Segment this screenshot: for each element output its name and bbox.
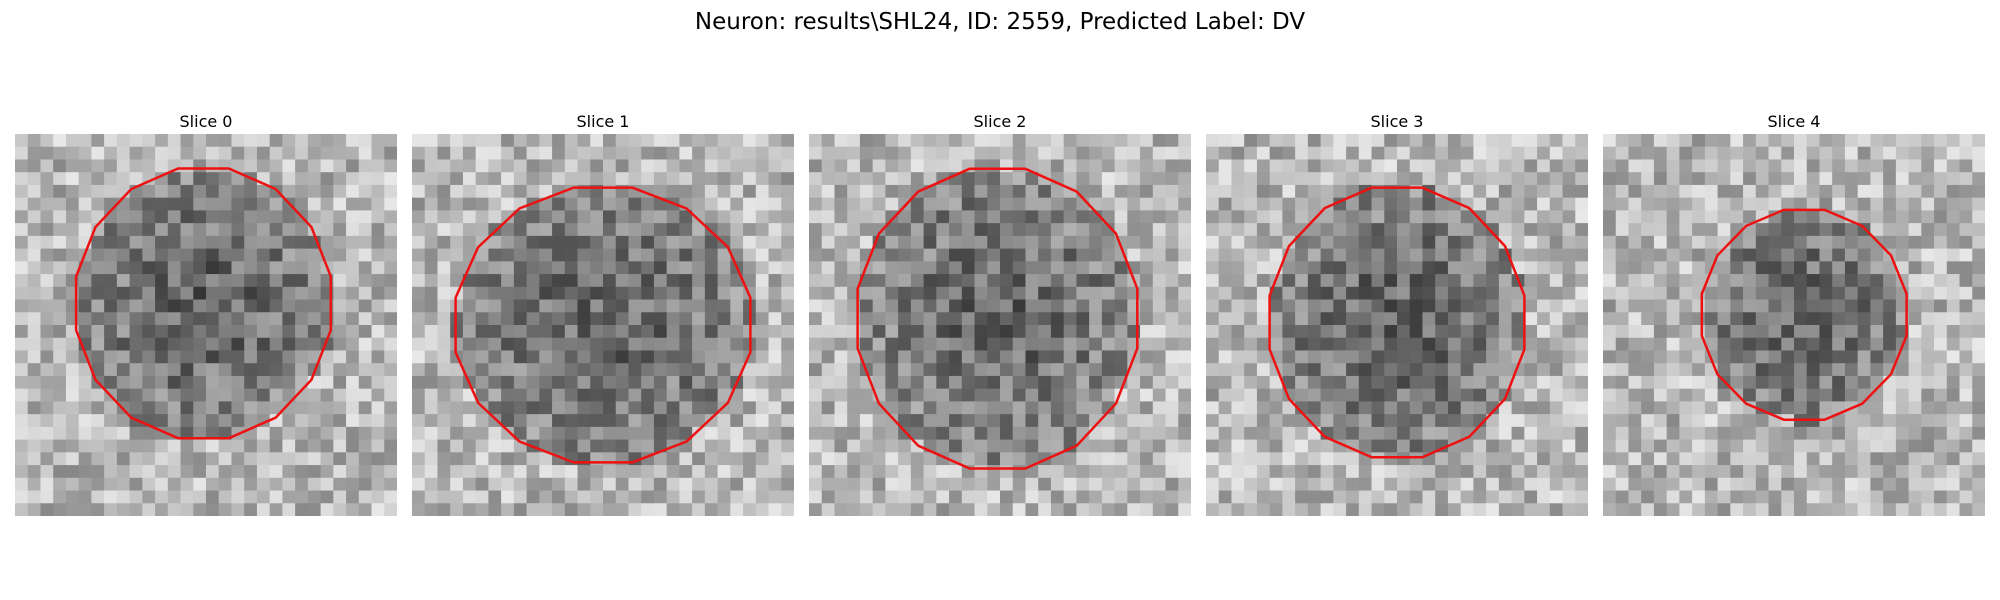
segmentation-contour xyxy=(74,167,333,440)
slice-image-4 xyxy=(1603,134,1985,516)
figure-title: Neuron: results\SHL24, ID: 2559, Predict… xyxy=(694,9,1306,35)
slice-title-4: Slice 4 xyxy=(1767,112,1821,131)
slice-title-0: Slice 0 xyxy=(179,112,233,131)
slice-image-3 xyxy=(1206,134,1588,516)
slice-panel-0: Slice 0 xyxy=(15,110,397,516)
segmentation-contour xyxy=(1700,208,1908,421)
pixel-grid xyxy=(412,134,794,516)
segmentation-contour xyxy=(856,167,1139,470)
slice-title-3: Slice 3 xyxy=(1370,112,1424,131)
pixel-grid xyxy=(1206,134,1588,516)
slice-panel-1: Slice 1 xyxy=(412,110,794,516)
pixel-grid xyxy=(15,134,397,516)
pixel-grid xyxy=(809,134,1191,516)
segmentation-contour xyxy=(454,186,752,464)
slice-panel-2: Slice 2 xyxy=(809,110,1191,516)
slice-title-2: Slice 2 xyxy=(973,112,1027,131)
segmentation-contour xyxy=(1268,186,1526,459)
slice-panel-4: Slice 4 xyxy=(1603,110,1985,516)
slice-title-1: Slice 1 xyxy=(576,112,630,131)
slice-image-2 xyxy=(809,134,1191,516)
pixel-grid xyxy=(1603,134,1985,516)
slice-panel-3: Slice 3 xyxy=(1206,110,1588,516)
slice-image-0 xyxy=(15,134,397,516)
slice-image-1 xyxy=(412,134,794,516)
